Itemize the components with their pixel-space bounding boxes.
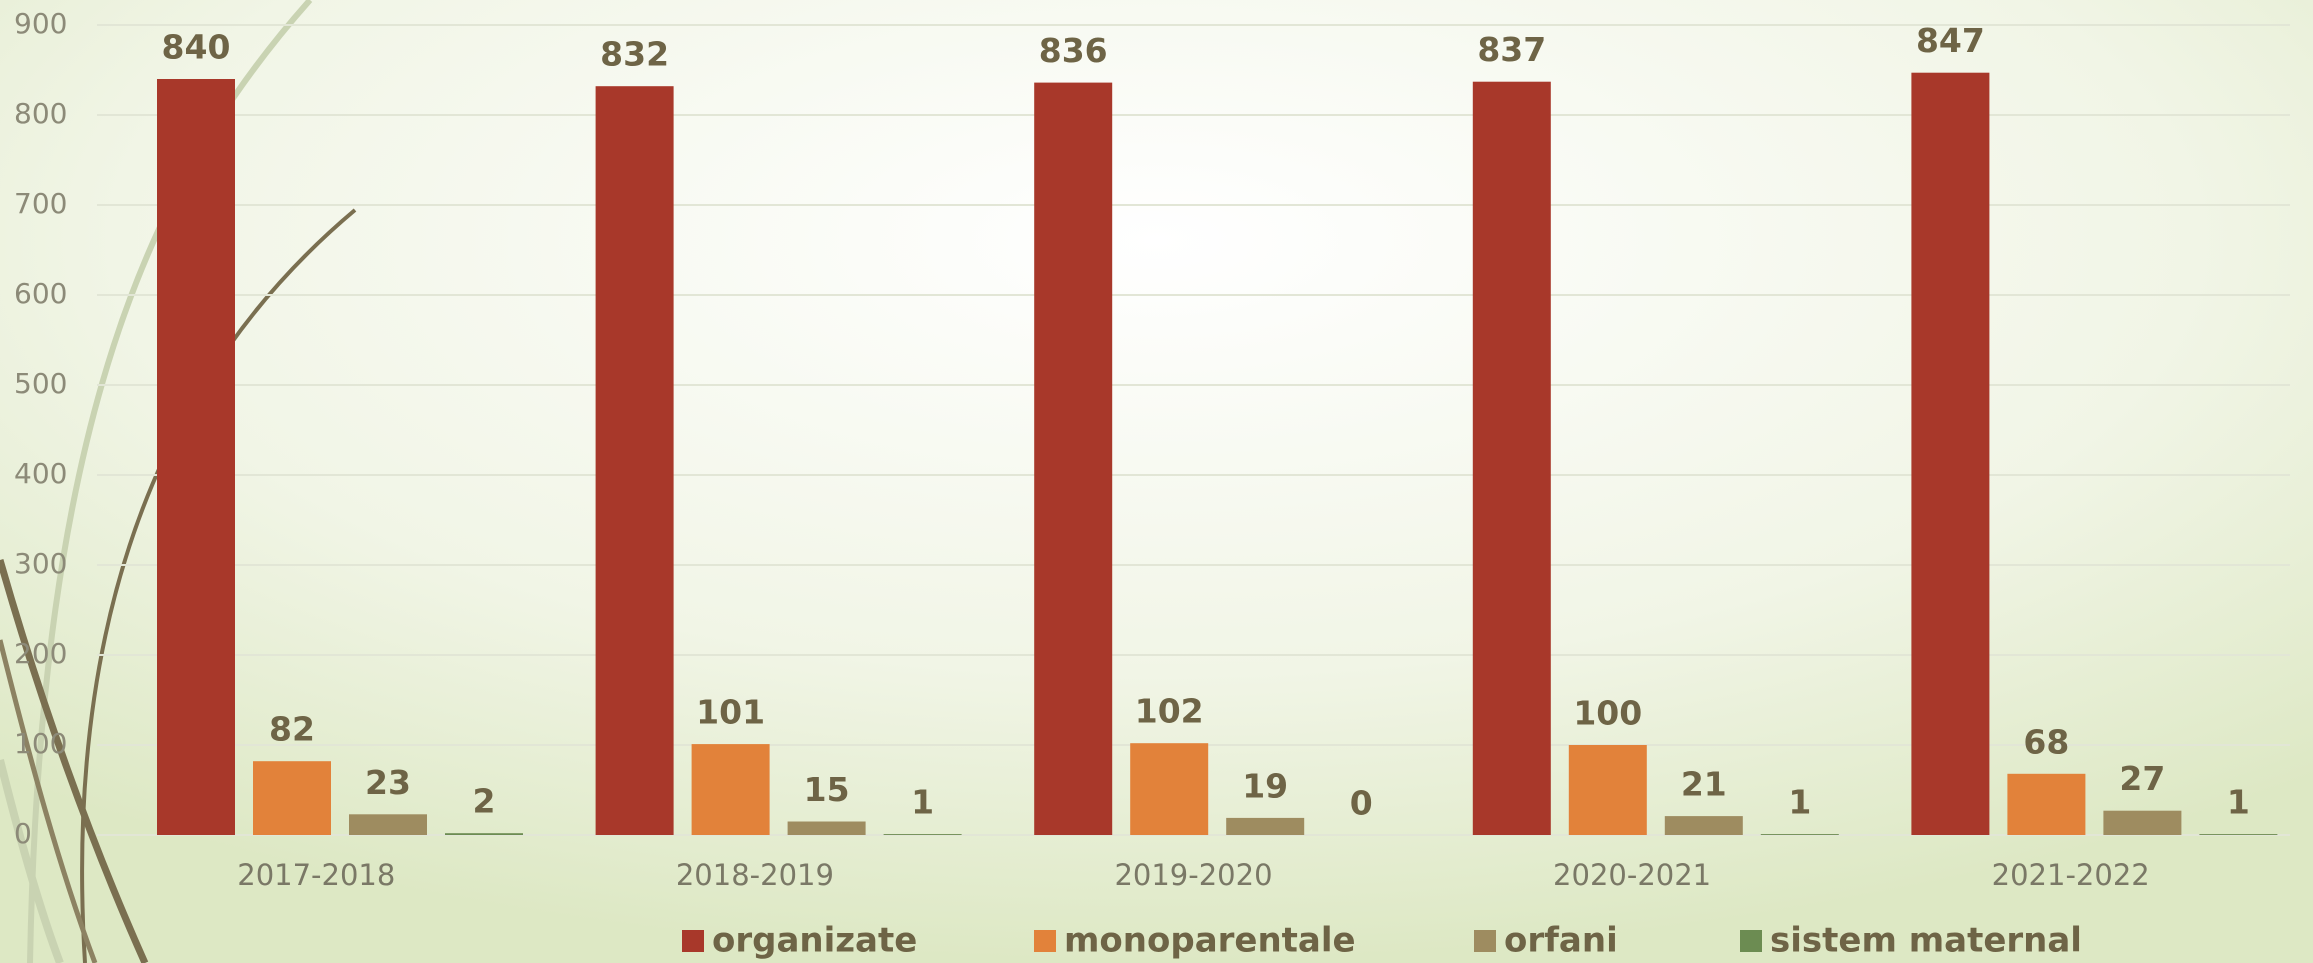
bar xyxy=(157,79,235,835)
legend-label: sistem maternal xyxy=(1770,921,2082,961)
bar xyxy=(2199,834,2278,835)
y-tick-label: 400 xyxy=(14,457,67,490)
y-tick-label: 700 xyxy=(14,187,67,220)
legend-swatch xyxy=(1034,930,1056,952)
value-label: 837 xyxy=(1477,30,1546,69)
value-label: 101 xyxy=(696,693,765,732)
y-tick-label: 100 xyxy=(14,727,67,760)
bar xyxy=(691,744,770,835)
bar xyxy=(1472,81,1551,835)
legend-label: organizate xyxy=(712,921,917,961)
y-tick-label: 500 xyxy=(14,367,67,400)
value-label: 1 xyxy=(2227,783,2250,822)
value-label: 68 xyxy=(2023,722,2069,761)
y-tick-label: 600 xyxy=(14,277,67,310)
bar xyxy=(787,821,866,835)
value-label: 23 xyxy=(365,763,411,802)
y-tick-label: 900 xyxy=(14,7,67,40)
value-label: 1 xyxy=(911,783,934,822)
x-tick-label: 2019-2020 xyxy=(1114,858,1272,892)
bar xyxy=(1226,817,1305,835)
legend-label: monoparentale xyxy=(1064,921,1356,961)
y-tick-label: 200 xyxy=(14,637,67,670)
bar xyxy=(2103,810,2182,835)
bar xyxy=(1760,834,1839,835)
bar xyxy=(1034,82,1113,836)
bar xyxy=(349,814,427,835)
value-label: 847 xyxy=(1916,21,1985,60)
value-label: 19 xyxy=(1242,766,1288,805)
x-tick-label: 2017-2018 xyxy=(237,858,395,892)
x-tick-label: 2020-2021 xyxy=(1553,858,1711,892)
value-label: 27 xyxy=(2119,759,2165,798)
value-label: 102 xyxy=(1135,692,1204,731)
bar xyxy=(883,834,962,835)
legend-swatch xyxy=(1740,930,1762,952)
bar xyxy=(1130,743,1209,835)
y-tick-label: 300 xyxy=(14,547,67,580)
bar xyxy=(1911,72,1990,835)
decoration xyxy=(0,0,357,963)
value-label: 21 xyxy=(1681,765,1727,804)
value-label: 0 xyxy=(1350,784,1373,823)
value-label: 100 xyxy=(1573,694,1642,733)
legend-swatch xyxy=(1474,930,1496,952)
bar xyxy=(1664,816,1743,835)
value-label: 840 xyxy=(162,28,231,67)
x-tick-label: 2018-2019 xyxy=(676,858,834,892)
x-tick-label: 2021-2022 xyxy=(1992,858,2150,892)
value-label: 832 xyxy=(600,35,669,74)
value-label: 82 xyxy=(269,710,315,749)
bar xyxy=(1568,745,1647,835)
bar xyxy=(445,833,523,835)
bar xyxy=(253,761,331,835)
value-label: 15 xyxy=(804,770,850,809)
value-label: 1 xyxy=(1788,783,1811,822)
legend-label: orfani xyxy=(1504,921,1618,961)
value-label: 2 xyxy=(473,782,496,821)
plot-area: 0 100 200 300 400 500 600 700 800 900 2017-2018 840… xyxy=(14,7,2290,961)
y-tick-label: 0 xyxy=(14,817,32,850)
bar xyxy=(595,86,674,835)
bar xyxy=(2007,773,2086,835)
value-label: 836 xyxy=(1039,31,1108,70)
y-tick-label: 800 xyxy=(14,97,67,130)
legend-swatch xyxy=(682,930,704,952)
